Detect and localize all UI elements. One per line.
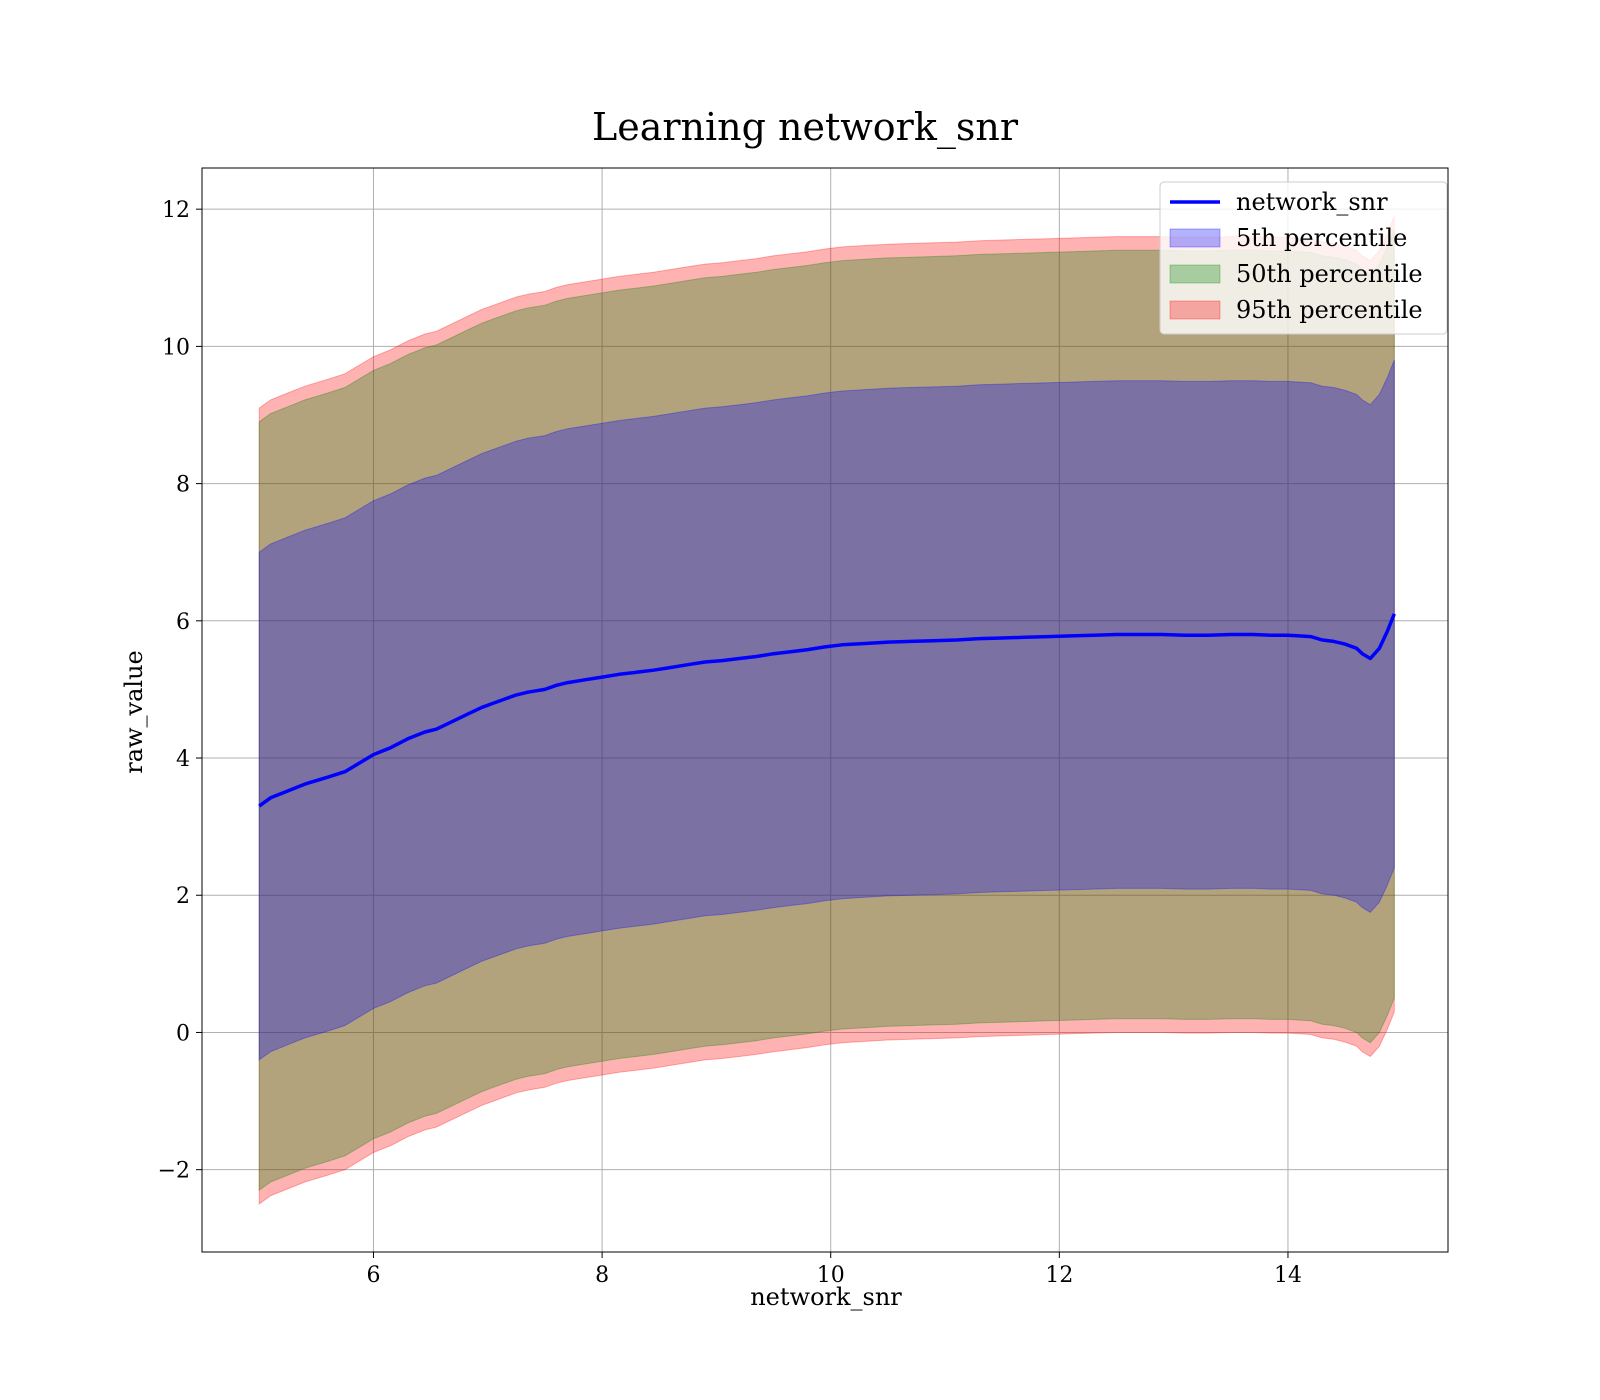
y-tick-label: −2 xyxy=(158,1159,190,1184)
legend: network_snr 5th percentile 50th percentile… xyxy=(1159,181,1448,335)
axis-ticks: 6 8 10 12 14 −2 0 2 4 6 8 10 12 xyxy=(158,198,1302,1288)
y-tick-label: 6 xyxy=(176,610,190,635)
legend-label: 95th percentile xyxy=(1236,296,1423,324)
x-tick-label: 8 xyxy=(595,1263,609,1288)
band-50th-percentile xyxy=(258,229,1395,1192)
legend-label: 50th percentile xyxy=(1236,260,1423,288)
y-tick-label: 2 xyxy=(176,884,190,909)
y-tick-label: 4 xyxy=(176,747,190,772)
legend-patch-swatch xyxy=(1169,264,1221,284)
y-axis-label: raw_value xyxy=(120,650,148,774)
legend-label: 5th percentile xyxy=(1236,224,1407,252)
chart-title: Learning network_snr xyxy=(592,105,1019,150)
legend-patch-swatch xyxy=(1169,228,1221,248)
y-tick-label: 12 xyxy=(162,198,190,223)
band-95th-percentile xyxy=(258,215,1395,1205)
y-tick-label: 0 xyxy=(176,1021,190,1046)
x-tick-label: 14 xyxy=(1274,1263,1302,1288)
y-tick-label: 10 xyxy=(162,335,190,360)
legend-patch-swatch xyxy=(1169,300,1221,320)
x-tick-label: 12 xyxy=(1045,1263,1073,1288)
series-network-snr-line xyxy=(258,613,1396,808)
median-line-layer xyxy=(258,613,1396,808)
band-5th-percentile xyxy=(258,359,1395,1061)
y-tick-label: 8 xyxy=(176,473,190,498)
x-tick-label: 6 xyxy=(366,1263,380,1288)
x-tick-label: 10 xyxy=(817,1263,845,1288)
x-axis-label: network_snr xyxy=(750,1283,902,1311)
legend-label: network_snr xyxy=(1236,188,1388,216)
percentile-bands xyxy=(258,215,1395,1205)
legend-box xyxy=(1159,181,1448,335)
plot-frame xyxy=(201,167,1449,1253)
